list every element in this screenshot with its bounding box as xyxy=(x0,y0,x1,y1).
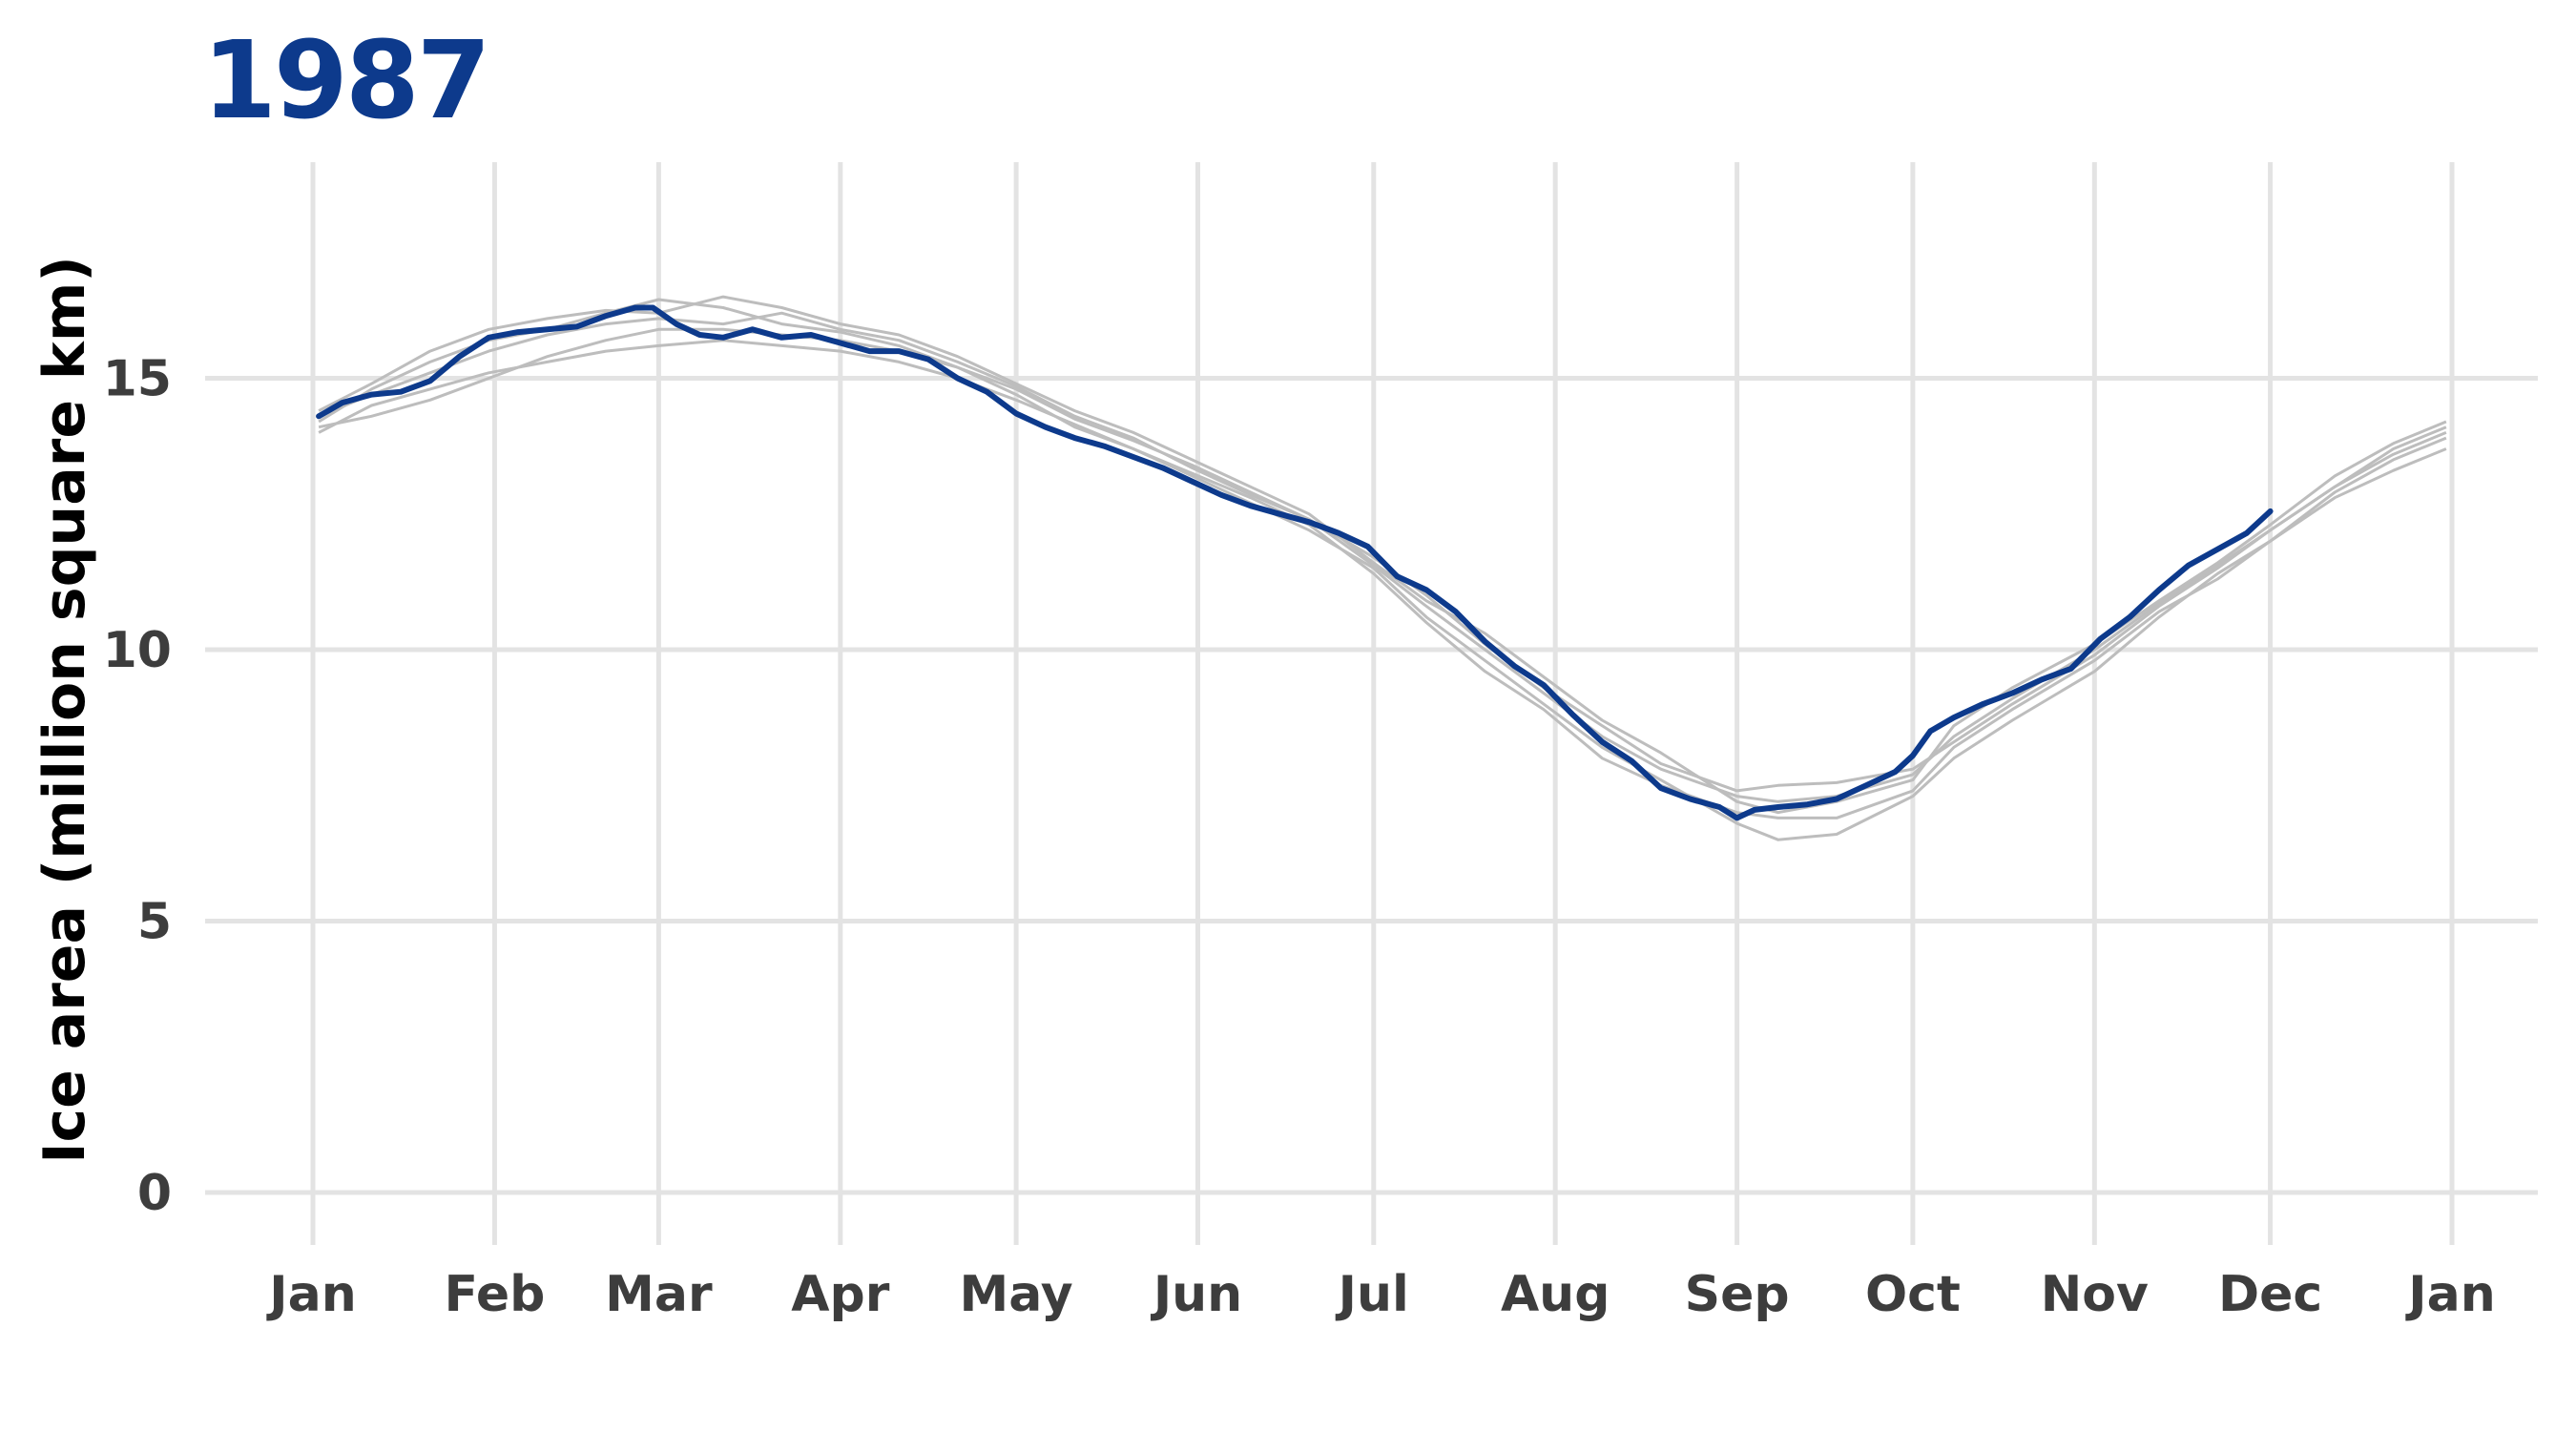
highlight-series xyxy=(316,304,2274,821)
series-line-background xyxy=(318,295,2447,815)
x-tick-label: Aug xyxy=(1501,1266,1610,1323)
y-axis-label: Ice area (million square km) xyxy=(31,256,98,1164)
y-tick-labels: 0 5 10 15 xyxy=(103,351,172,1223)
x-tick-label: Sep xyxy=(1685,1266,1790,1323)
x-tick-label: Apr xyxy=(791,1266,889,1323)
series-line-background xyxy=(318,298,2447,793)
series-line-background xyxy=(318,327,2447,819)
x-tick-label: Feb xyxy=(444,1266,545,1323)
x-tick-label: Nov xyxy=(2041,1266,2149,1323)
y-tick-label: 10 xyxy=(103,622,172,679)
y-tick-label: 5 xyxy=(137,894,172,951)
x-tick-label: Jan xyxy=(2405,1266,2495,1323)
y-tick-label: 0 xyxy=(137,1165,172,1222)
series-line-highlight xyxy=(316,304,2274,821)
x-tick-label: Jun xyxy=(1151,1266,1242,1323)
chart-title: 1987 xyxy=(202,19,491,143)
series-line-background xyxy=(318,311,2447,803)
series-line-background xyxy=(318,339,2447,841)
y-tick-label: 15 xyxy=(103,351,172,408)
x-tick-label: Mar xyxy=(605,1266,713,1323)
horizontal-gridlines xyxy=(205,376,2538,1195)
x-tick-labels: Jan Feb Mar Apr May Jun Jul Aug Sep Oct Nov Dec Jan xyxy=(266,1266,2495,1323)
x-tick-label: May xyxy=(960,1266,1073,1323)
x-tick-label: Dec xyxy=(2218,1266,2322,1323)
x-tick-label: Jan xyxy=(266,1266,356,1323)
x-tick-label: Jul xyxy=(1336,1266,1409,1323)
x-tick-label: Oct xyxy=(1865,1266,1961,1323)
vertical-gridlines xyxy=(310,162,2455,1245)
